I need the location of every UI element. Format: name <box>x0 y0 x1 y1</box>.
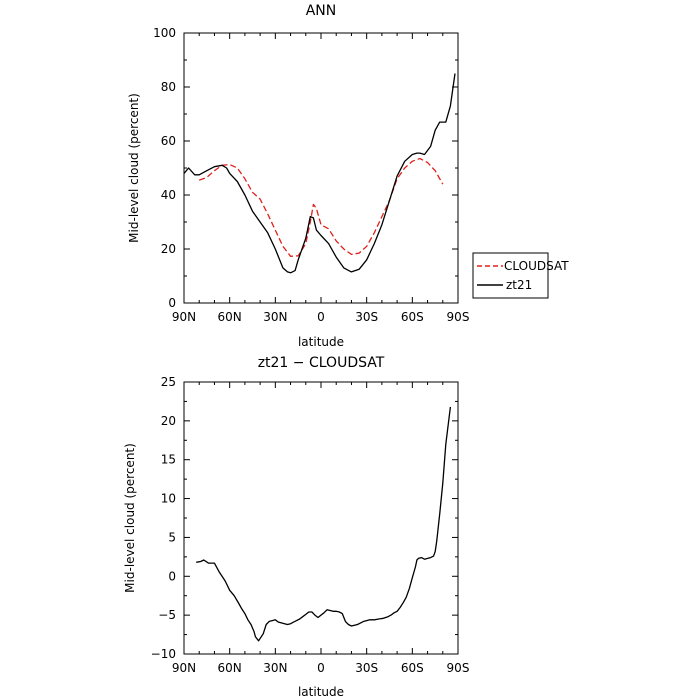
bottom-series-series-0 <box>196 406 452 642</box>
bottom-ylabel: Mid-level cloud (percent) <box>123 443 137 593</box>
legend-label-cloudsat: CLOUDSAT <box>504 259 569 273</box>
top-y-tick-label: 0 <box>168 296 176 310</box>
bottom-y-tick-label: 15 <box>161 453 176 467</box>
top-ylabel: Mid-level cloud (percent) <box>127 93 141 243</box>
top-plot-frame <box>183 32 459 304</box>
bottom-x-tick-label: 0 <box>317 661 325 675</box>
top-x-tick-label: 30S <box>355 310 378 324</box>
bottom-y-tick-label: 5 <box>168 530 176 544</box>
bottom-y-tick-label: 25 <box>161 375 176 389</box>
bottom-y-tick-label: 20 <box>161 414 176 428</box>
top-x-tick-label: 90S <box>447 310 470 324</box>
top-y-tick-label: 60 <box>161 134 176 148</box>
legend-box <box>472 252 549 299</box>
top-y-tick-label: 20 <box>161 242 176 256</box>
top-x-tick-label: 30N <box>263 310 287 324</box>
bottom-x-tick-label: 30S <box>355 661 378 675</box>
bottom-plot-frame <box>183 381 459 655</box>
top-y-tick-label: 100 <box>153 26 176 40</box>
bottom-axis-ticks: 90N 60N 30N 0 30S 60S 90S −10 −5 0 5 10 15 20 25 <box>151 375 470 675</box>
top-x-tick-label: 60S <box>401 310 424 324</box>
top-series-zt21 <box>183 73 456 274</box>
bottom-x-tick-label: 60N <box>218 661 242 675</box>
top-x-tick-label: 60N <box>218 310 242 324</box>
top-series-group <box>183 73 456 274</box>
bottom-x-tick-label: 90N <box>172 661 196 675</box>
top-xlabel: latitude <box>298 335 344 349</box>
bottom-y-tick-label: 0 <box>168 569 176 583</box>
bottom-xlabel: latitude <box>298 685 344 699</box>
bottom-x-tick-label: 90S <box>447 661 470 675</box>
top-y-tick-label: 40 <box>161 188 176 202</box>
top-chart-title: ANN <box>306 3 337 19</box>
bottom-x-tick-label: 60S <box>401 661 424 675</box>
top-y-tick-label: 80 <box>161 80 176 94</box>
bottom-series-group <box>196 406 452 642</box>
bottom-y-tick-label: −5 <box>158 608 176 622</box>
bottom-y-tick-label: −10 <box>151 647 176 661</box>
bottom-y-tick-label: 10 <box>161 492 176 506</box>
bottom-panel: zt21 − CLOUDSAT 90N 60N 30N 0 30S 60S 90S −10 −5… <box>123 355 469 699</box>
bottom-chart-title: zt21 − CLOUDSAT <box>258 355 385 371</box>
top-series-cloudsat <box>198 157 444 257</box>
bottom-x-tick-label: 30N <box>263 661 287 675</box>
legend: CLOUDSAT zt21 <box>472 252 569 299</box>
top-panel: ANN 90N 60N 30N 0 30S 60S 90S 0 20 40 60 80 100 lati… <box>127 3 569 349</box>
top-x-tick-label: 0 <box>317 310 325 324</box>
top-axis-ticks: 90N 60N 30N 0 30S 60S 90S 0 20 40 60 80 100 <box>153 26 469 324</box>
top-x-tick-label: 90N <box>172 310 196 324</box>
legend-label-zt21: zt21 <box>506 278 532 292</box>
